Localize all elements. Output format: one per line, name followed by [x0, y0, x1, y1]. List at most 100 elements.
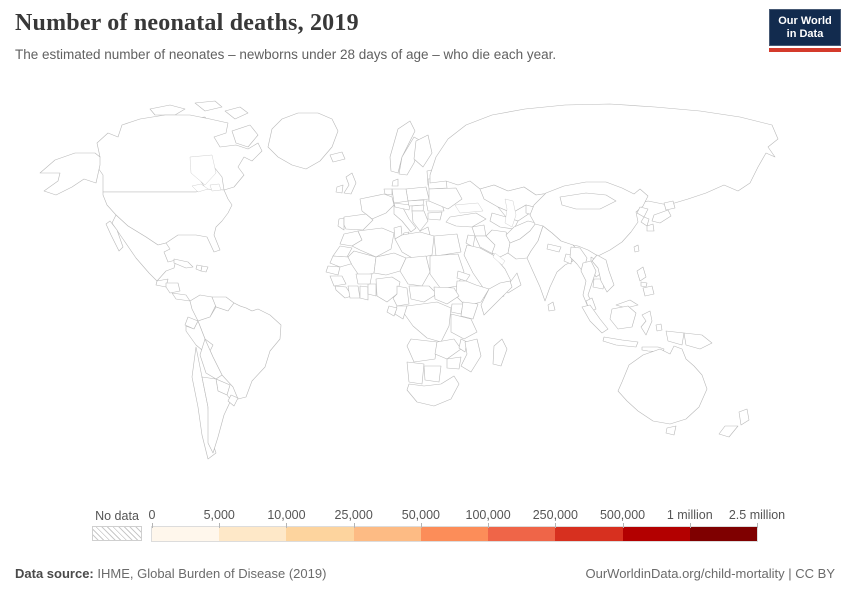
country-sri-lanka[interactable]: [547, 301, 556, 312]
country-sierra-leone-liberia[interactable]: [334, 285, 353, 299]
country-egypt[interactable]: [433, 233, 462, 257]
legend-bin[interactable]: [219, 527, 287, 541]
legend-bin[interactable]: [555, 527, 623, 541]
country-iceland[interactable]: [329, 151, 346, 163]
country-mexico-baja[interactable]: [105, 220, 124, 252]
legend-bin[interactable]: [420, 527, 489, 541]
country-australia[interactable]: [617, 345, 708, 425]
legend-bin[interactable]: [689, 527, 757, 541]
country-poland[interactable]: [405, 186, 430, 202]
legend-bin[interactable]: [622, 527, 690, 541]
country-south-korea[interactable]: [640, 216, 650, 227]
country-panama[interactable]: [171, 292, 191, 302]
country-cuba[interactable]: [173, 258, 194, 269]
country-japan[interactable]: [651, 209, 672, 224]
legend-bin[interactable]: [488, 527, 556, 541]
country-canada[interactable]: [224, 106, 249, 120]
country-australia-tasmania[interactable]: [665, 425, 677, 436]
great-lakes: [191, 183, 209, 193]
country-indonesia-sulawesi[interactable]: [640, 310, 653, 336]
country-new-zealand-north[interactable]: [738, 408, 750, 426]
country-spain[interactable]: [343, 213, 374, 231]
country-japan[interactable]: [663, 200, 676, 211]
country-papua-new-guinea[interactable]: [683, 332, 713, 350]
country-philippines-visayas[interactable]: [640, 281, 648, 288]
country-indonesia-west-papua[interactable]: [665, 330, 685, 346]
country-benelux[interactable]: [383, 188, 393, 196]
country-mongolia[interactable]: [559, 192, 617, 210]
country-greenland[interactable]: [267, 112, 339, 170]
country-argentina[interactable]: [201, 376, 232, 454]
country-zimbabwe[interactable]: [446, 356, 462, 370]
country-nepal[interactable]: [546, 243, 562, 253]
country-new-zealand-south[interactable]: [718, 425, 739, 438]
country-cote-divoire[interactable]: [347, 285, 361, 299]
country-indonesia-maluku[interactable]: [655, 323, 663, 332]
country-mauritania[interactable]: [329, 255, 355, 268]
country-norway[interactable]: [389, 120, 416, 174]
country-turkey[interactable]: [445, 212, 487, 228]
country-taiwan[interactable]: [633, 244, 640, 253]
country-canada[interactable]: [231, 124, 259, 148]
country-honduras[interactable]: [165, 282, 181, 294]
country-indonesia-java[interactable]: [602, 336, 639, 348]
country-kenya[interactable]: [460, 301, 479, 320]
country-japan[interactable]: [646, 223, 655, 232]
country-finland[interactable]: [413, 134, 433, 168]
country-denmark[interactable]: [391, 178, 399, 187]
country-western-sahara[interactable]: [332, 245, 353, 258]
country-philippines-mindanao[interactable]: [642, 285, 655, 297]
country-italy[interactable]: [393, 204, 417, 233]
country-angola[interactable]: [406, 338, 438, 363]
world-choropleth-map[interactable]: [0, 95, 850, 507]
legend-no-data-swatch[interactable]: [92, 526, 142, 541]
country-ukraine[interactable]: [428, 187, 463, 210]
country-mozambique[interactable]: [460, 338, 482, 373]
country-alaska[interactable]: [39, 152, 101, 196]
country-libya[interactable]: [394, 231, 435, 260]
country-india[interactable]: [526, 225, 580, 302]
country-central-europe[interactable]: [393, 202, 411, 211]
legend-bin[interactable]: [353, 527, 421, 541]
country-ireland[interactable]: [335, 184, 344, 194]
country-uruguay[interactable]: [227, 394, 239, 407]
country-namibia[interactable]: [406, 361, 425, 385]
country-balkans[interactable]: [411, 210, 429, 232]
country-portugal[interactable]: [337, 217, 345, 231]
country-south-sudan[interactable]: [433, 286, 460, 305]
legend-bin[interactable]: [152, 527, 220, 541]
country-philippines-luzon[interactable]: [636, 266, 647, 282]
country-guinea[interactable]: [329, 275, 347, 287]
country-colombia[interactable]: [189, 294, 217, 322]
country-central-african-republic[interactable]: [408, 285, 438, 303]
country-ethiopia[interactable]: [455, 280, 490, 307]
country-vietnam[interactable]: [591, 254, 615, 293]
country-south-africa[interactable]: [406, 375, 460, 407]
country-somalia[interactable]: [480, 280, 513, 316]
country-benin-togo[interactable]: [367, 283, 377, 297]
country-bulgaria[interactable]: [427, 211, 443, 221]
country-ghana[interactable]: [359, 285, 369, 301]
country-madagascar[interactable]: [492, 338, 508, 367]
country-dr-congo[interactable]: [402, 301, 452, 343]
owid-logo[interactable]: Our World in Data: [769, 9, 841, 46]
country-hungary[interactable]: [411, 204, 425, 212]
footer-link[interactable]: OurWorldinData.org/child-mortality | CC …: [585, 566, 836, 581]
country-botswana[interactable]: [423, 365, 442, 383]
country-tanzania[interactable]: [450, 313, 478, 340]
country-indonesia-sumatra[interactable]: [581, 304, 609, 334]
country-senegal[interactable]: [325, 265, 341, 276]
country-canada[interactable]: [95, 114, 263, 193]
country-syria[interactable]: [471, 224, 487, 237]
country-zambia[interactable]: [434, 338, 462, 360]
country-indonesia-kalimantan[interactable]: [609, 305, 637, 330]
country-dominican-republic[interactable]: [200, 265, 209, 273]
country-gabon[interactable]: [386, 305, 398, 317]
country-germany[interactable]: [391, 188, 409, 204]
country-france[interactable]: [359, 193, 395, 220]
country-canada[interactable]: [194, 100, 223, 112]
country-burkina-faso[interactable]: [355, 273, 373, 285]
country-united-kingdom[interactable]: [343, 172, 357, 195]
country-canada[interactable]: [149, 104, 186, 116]
legend-bin[interactable]: [286, 527, 354, 541]
